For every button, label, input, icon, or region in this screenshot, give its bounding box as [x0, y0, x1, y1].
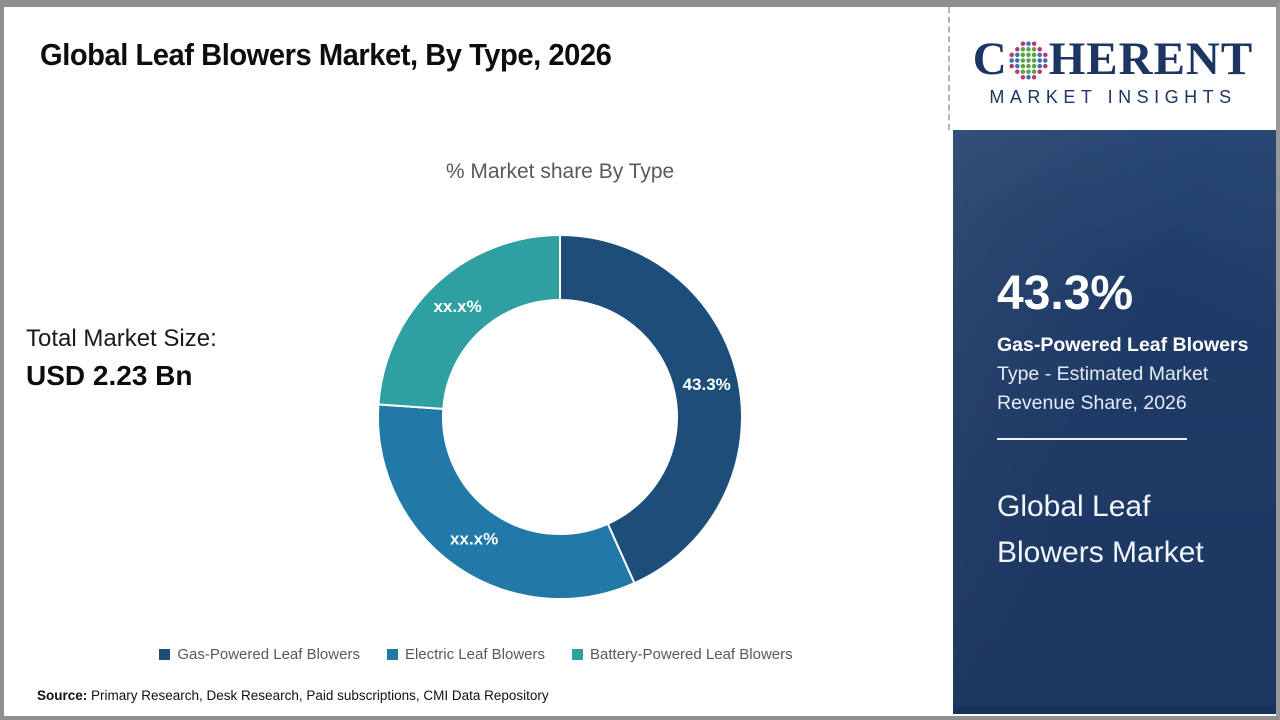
globe-dot	[1031, 63, 1037, 68]
highlight-description-rest: Type - Estimated Market Revenue Share, 2…	[997, 362, 1209, 414]
vertical-dashed-divider	[948, 7, 950, 130]
globe-dot	[1025, 52, 1031, 57]
globe-dot	[1014, 68, 1020, 74]
legend-label: Gas-Powered Leaf Blowers	[177, 646, 360, 663]
globe-dot	[1025, 63, 1031, 68]
chart-subtitle: % Market share By Type	[445, 160, 675, 183]
segment-label: xx.x%	[450, 529, 498, 548]
globe-dot	[1009, 52, 1014, 57]
sidebar-divider	[997, 438, 1187, 441]
wordmark-suffix: HERENT	[1048, 32, 1254, 85]
sidebar-panel: 43.3% Gas-Powered Leaf Blowers Type - Es…	[953, 130, 1276, 714]
sidebar-content: 43.3% Gas-Powered Leaf Blowers Type - Es…	[997, 267, 1253, 576]
globe-dot	[1025, 40, 1031, 46]
globe-dot	[1025, 68, 1031, 74]
slide-body: Global Leaf Blowers Market, By Type, 202…	[4, 7, 1276, 716]
globe-dot	[1037, 68, 1042, 74]
globe-dot	[1025, 57, 1031, 63]
globe-dot	[1020, 40, 1025, 46]
globe-dot	[1031, 46, 1037, 52]
legend-label: Electric Leaf Blowers	[404, 646, 546, 663]
brand-tagline: MARKET INSIGHTS	[989, 86, 1237, 107]
donut-chart: 43.3% xx.x% xx.x%	[377, 233, 743, 600]
globe-dots-icon	[1009, 40, 1048, 80]
globe-dot	[1020, 63, 1025, 68]
legend-swatch	[572, 649, 584, 660]
globe-dot	[1031, 57, 1037, 63]
globe-dot	[1031, 40, 1037, 46]
segment-label: 43.3%	[683, 375, 731, 394]
globe-dot	[1037, 52, 1042, 57]
source-text: Primary Research, Desk Research, Paid su…	[87, 688, 549, 703]
globe-dot	[1020, 57, 1025, 63]
sidebar-report-title: Global Leaf Blowers Market	[997, 490, 1204, 569]
highlight-stat-description: Gas-Powered Leaf Blowers Type - Estimate…	[997, 331, 1253, 418]
globe-dot	[1009, 57, 1014, 63]
legend-swatch	[386, 649, 398, 660]
source-label: Source:	[37, 688, 88, 703]
donut-segment-battery-powered-leaf-blowers	[377, 233, 561, 410]
legend-item: Electric Leaf Blowers	[386, 646, 546, 663]
globe-dot	[1042, 63, 1048, 68]
globe-dot	[1025, 46, 1031, 52]
globe-dot	[1031, 68, 1037, 74]
total-market-value: USD 2.23 Bn	[26, 360, 193, 391]
highlight-segment-name: Gas-Powered Leaf Blowers	[997, 333, 1249, 356]
globe-dot	[1020, 68, 1025, 74]
globe-dot	[1020, 52, 1025, 57]
globe-dot	[1009, 63, 1014, 68]
globe-dot	[1037, 46, 1042, 52]
globe-dot	[1014, 52, 1020, 57]
brand-logo: C HERENT MARKET INSIGHTS	[950, 7, 1276, 130]
page-title: Global Leaf Blowers Market, By Type, 202…	[40, 37, 612, 72]
globe-dot	[1020, 74, 1025, 80]
brand-wordmark: C HERENT	[972, 32, 1254, 85]
legend-label: Battery-Powered Leaf Blowers	[590, 646, 793, 663]
donut-chart-container: 43.3% xx.x% xx.x%	[370, 227, 750, 607]
segment-label: xx.x%	[434, 297, 482, 316]
total-market-label: Total Market Size:	[26, 325, 217, 352]
globe-dot	[1031, 52, 1037, 57]
wordmark-prefix: C	[972, 32, 1008, 85]
legend-swatch	[159, 649, 171, 660]
globe-dot	[1042, 52, 1048, 57]
highlight-stat-value: 43.3%	[997, 267, 1134, 320]
globe-dot	[1020, 46, 1025, 52]
chart-legend: Gas-Powered Leaf Blowers Electric Leaf Bl…	[4, 646, 948, 663]
globe-dot	[1037, 63, 1042, 68]
total-market-block: Total Market Size: USD 2.23 Bn	[26, 325, 217, 392]
globe-dot	[1014, 57, 1020, 63]
globe-dot	[1025, 74, 1031, 80]
legend-item: Gas-Powered Leaf Blowers	[159, 646, 360, 663]
globe-dot	[1014, 46, 1020, 52]
legend-item: Battery-Powered Leaf Blowers	[572, 646, 793, 663]
globe-dot	[1014, 63, 1020, 68]
source-line: Source: Primary Research, Desk Research,…	[37, 688, 549, 703]
globe-dot	[1037, 57, 1042, 63]
donut-segment-gas-powered-leaf-blowers	[559, 233, 743, 585]
globe-dot	[1031, 74, 1037, 80]
donut-segment-electric-leaf-blowers	[377, 403, 636, 600]
globe-dot	[1042, 57, 1048, 63]
